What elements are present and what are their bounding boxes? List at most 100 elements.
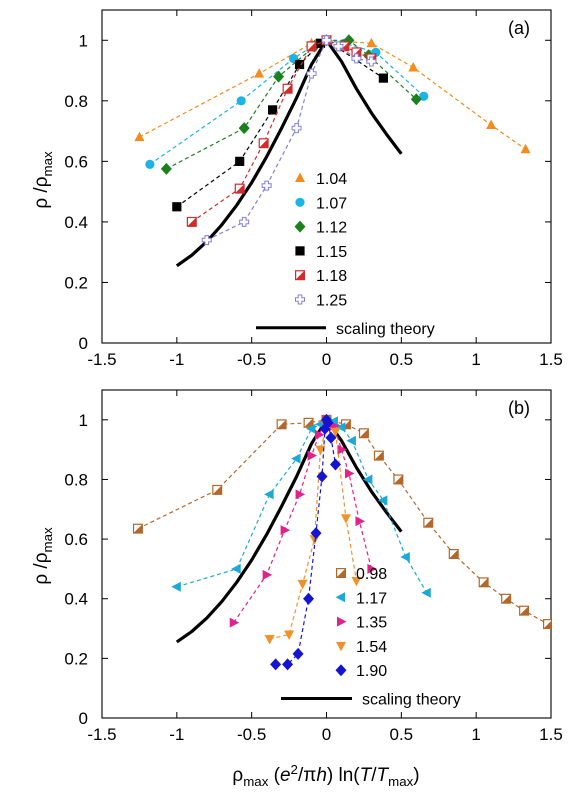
- panel-b-point-0.98: [393, 474, 404, 485]
- panel-b-x-tick-label: 0.5: [390, 725, 414, 744]
- panel-a-y-axis-title: ρ /ρmax: [31, 151, 55, 209]
- panel-b-legend-symbol-1.35: [337, 616, 347, 627]
- panel-a-point-1.04: [366, 37, 377, 48]
- panel-b-point-0.98: [519, 605, 530, 616]
- panel-a-point-1.12: [160, 162, 172, 175]
- marker-fill: [423, 518, 433, 528]
- marker-fill: [133, 524, 143, 534]
- panel-b-point-0.98: [448, 548, 459, 559]
- panel-b-legend-label-0.98: 0.98: [356, 566, 387, 583]
- panel-b-y-tick-label: 1: [79, 411, 88, 430]
- panel-b-y-tick-label: 0: [79, 709, 88, 728]
- panel-b-legend-label-1.17: 1.17: [356, 590, 387, 607]
- marker-cross: [295, 294, 305, 305]
- marker-fill: [259, 138, 269, 148]
- panel-a-point-1.25: [201, 235, 212, 246]
- marker-fill: [187, 217, 197, 227]
- panel-b-point-1.35: [280, 525, 291, 536]
- panel-b-x-tick-label: -1.5: [87, 725, 116, 744]
- marker-cross: [291, 123, 302, 134]
- panel-a-legend-label-scaling-theory: scaling theory: [336, 321, 435, 338]
- panel-b-point-1.35: [337, 444, 347, 455]
- panel-a-legend-label-1.04: 1.04: [316, 171, 347, 188]
- panel-a-legend-symbol-1.04: [295, 172, 305, 182]
- panel-b-point-1.54: [264, 634, 275, 645]
- marker-cross: [239, 216, 250, 227]
- panel-b-legend-label-scaling-theory: scaling theory: [362, 692, 461, 709]
- x-axis-title: ρmax (e2/πh) ln(T/Tmax): [232, 762, 419, 789]
- panel-a-point-1.25: [333, 41, 344, 52]
- panel-a-point-1.04: [486, 119, 497, 130]
- panel-b-legend-label-1.90: 1.90: [356, 663, 387, 680]
- panel-b-x-tick-label: 1: [471, 725, 480, 744]
- panel-a-legend-label-1.15: 1.15: [316, 244, 347, 261]
- marker-cross: [333, 41, 344, 52]
- panel-b-legend-symbol-0.98: [336, 567, 347, 578]
- panel-a-point-1.15: [172, 202, 182, 212]
- panel-b-point-1.54: [340, 514, 351, 524]
- panel-b-plot-frame: [101, 389, 552, 719]
- panel-a-series-line-1.04: [139, 39, 526, 150]
- panel-b-point-0.98: [340, 419, 351, 430]
- marker-fill: [374, 451, 384, 460]
- marker-fill: [277, 419, 286, 429]
- panel-b-point-1.90: [270, 658, 282, 671]
- panel-b-point-1.90: [329, 458, 341, 471]
- panel-a-y-tick-label: 0.4: [64, 213, 88, 232]
- panel-a-point-1.12: [273, 70, 285, 83]
- panel-b-point-1.17: [362, 474, 373, 485]
- panel-a-chart: -1.5 -1 -0.5 0 0.5 1 1.5 0 0.2 0.4 0.6 0.8 1 (a) 1.04 1…: [64, 9, 563, 369]
- panel-b-y-axis-title: ρ /ρmax: [31, 527, 55, 585]
- marker-fill: [393, 475, 403, 484]
- panel-b-point-1.90: [322, 416, 334, 429]
- panel-a-point-1.25: [351, 53, 362, 64]
- panel-a-legend-label-1.18: 1.18: [316, 268, 347, 285]
- panel-b-y-tick-label: 0.4: [64, 590, 88, 609]
- panel-b-x-tick-label: 0: [322, 725, 331, 744]
- panel-b-point-0.98: [303, 417, 314, 428]
- panel-a-point-1.25: [239, 216, 250, 227]
- panel-a-y-tick-label: 0.2: [64, 273, 88, 292]
- panel-b-plot-area: [132, 413, 551, 671]
- panel-b-point-1.35: [229, 617, 240, 628]
- panel-b-point-1.35: [295, 489, 306, 500]
- panel-b-point-1.17: [264, 489, 274, 500]
- panel-b-series-line-1.54: [269, 424, 357, 640]
- panel-b-x-tick-label: 1.5: [539, 725, 563, 744]
- panel-b-point-1.35: [262, 569, 273, 580]
- panel-a-point-1.04: [520, 143, 531, 154]
- panel-a-legend-symbol-1.07: [295, 197, 305, 207]
- panel-b-point-1.17: [346, 435, 356, 446]
- panel-a-point-1.12: [238, 122, 250, 135]
- panel-a-point-1.18: [186, 216, 197, 227]
- marker-cross: [201, 235, 212, 246]
- panel-b-point-1.35: [355, 516, 365, 527]
- panel-a-legend-label-1.07: 1.07: [316, 195, 347, 212]
- panel-b-point-1.54: [315, 445, 326, 456]
- marker-fill: [359, 428, 369, 438]
- marker-fill: [519, 606, 529, 616]
- panel-a-y-tick-label: 0: [79, 334, 88, 353]
- panel-b-point-0.98: [478, 577, 489, 588]
- panel-b-point-1.17: [400, 551, 410, 562]
- panel-b-point-1.35: [344, 468, 355, 479]
- panel-b-point-1.35: [307, 450, 318, 461]
- panel-a-point-1.18: [258, 138, 269, 149]
- panel-b-point-1.17: [291, 453, 301, 464]
- panel-b-point-1.90: [292, 647, 304, 660]
- panel-b-point-1.54: [297, 579, 308, 590]
- panel-b-point-0.98: [358, 428, 369, 439]
- panel-b-point-1.17: [377, 495, 388, 506]
- panel-a-x-tick-label: 0: [322, 350, 331, 369]
- panel-a-point-1.07: [419, 91, 429, 101]
- marker-fill: [307, 41, 316, 51]
- panel-b-legend-symbol-1.17: [335, 592, 345, 603]
- marker-fill: [283, 84, 292, 94]
- panel-b-point-0.98: [212, 484, 223, 495]
- panel-a-legend-symbol-1.15: [295, 246, 305, 256]
- panel-b-point-1.90: [282, 658, 294, 671]
- panel-a-point-1.25: [306, 68, 317, 79]
- panel-a-point-1.04: [254, 68, 265, 78]
- marker-fill: [479, 577, 489, 587]
